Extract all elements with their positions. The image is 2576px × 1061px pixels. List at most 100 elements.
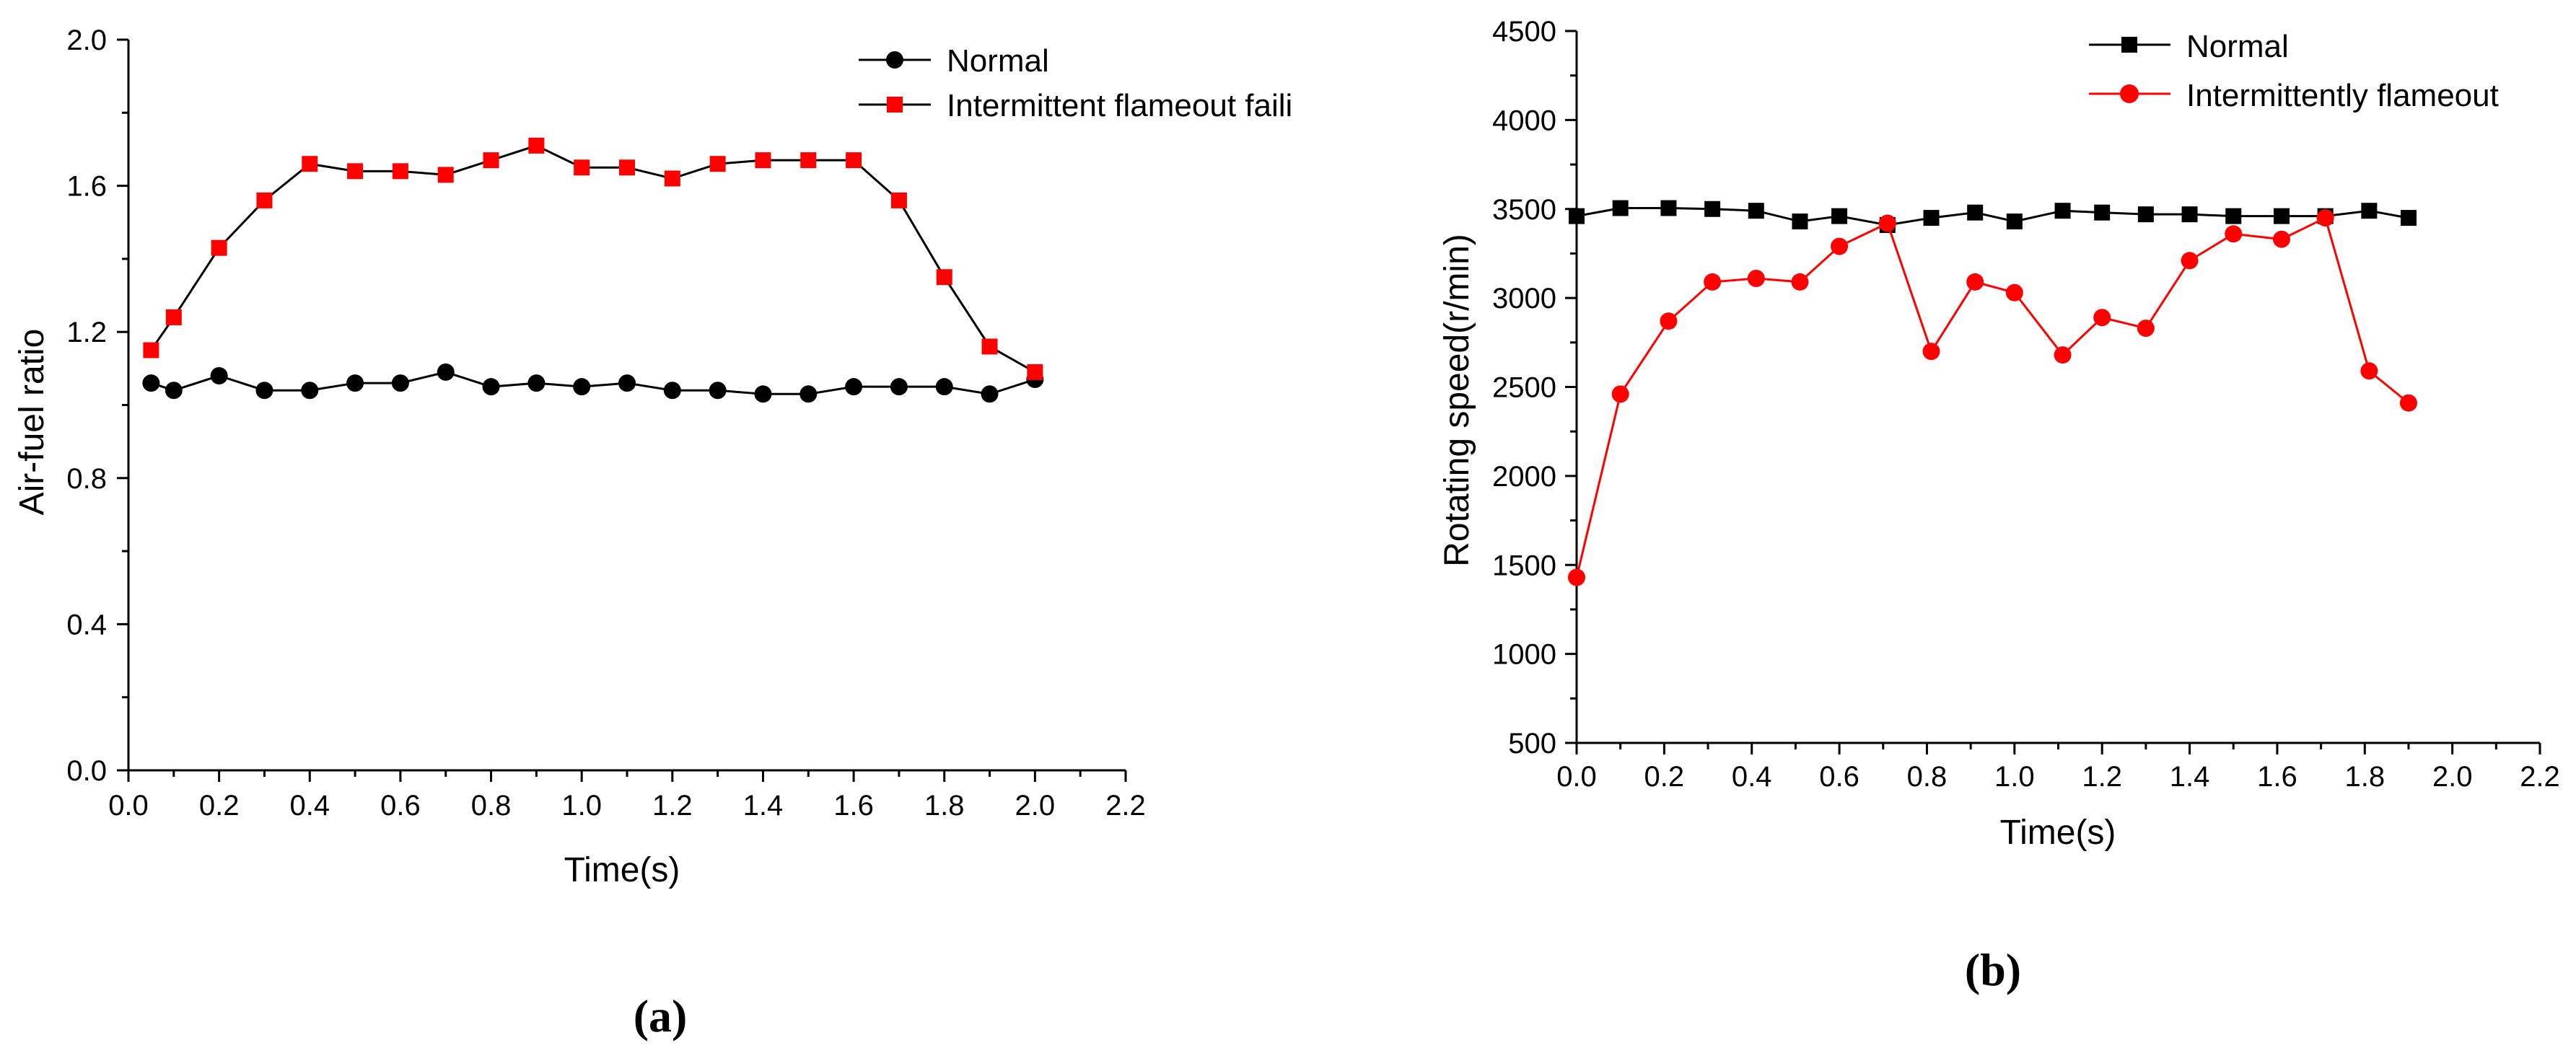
data-point xyxy=(1612,200,1629,216)
data-point xyxy=(1660,200,1677,216)
data-point xyxy=(2005,283,2023,301)
x-tick-label: 0.6 xyxy=(1819,761,1859,793)
data-point xyxy=(211,239,227,256)
y-tick-label: 3000 xyxy=(1492,283,1556,314)
data-point xyxy=(301,382,319,400)
chart-a-ticks: 0.0 0.2 0.4 0.6 0.8 1.0 1.2 1.4 1.6 1.8 2.0 2.2 0.0 0… xyxy=(66,25,1145,822)
data-point xyxy=(2399,394,2417,412)
data-point xyxy=(2006,213,2023,230)
data-point xyxy=(1922,343,1940,361)
data-point xyxy=(2054,203,2071,219)
data-point xyxy=(1966,273,1984,291)
data-point xyxy=(1831,237,1849,255)
x-tick-label: 1.2 xyxy=(652,790,693,822)
y-tick-label: 1000 xyxy=(1492,639,1556,671)
data-point xyxy=(799,385,818,403)
y-tick-label: 2.0 xyxy=(66,25,107,56)
legend-b-normal-label: Normal xyxy=(2186,29,2289,64)
data-point xyxy=(1568,568,1585,586)
data-point xyxy=(346,374,364,392)
data-point xyxy=(845,378,863,396)
x-tick-label: 1.4 xyxy=(2170,761,2210,793)
y-tick-label: 2000 xyxy=(1492,461,1556,493)
x-tick-label: 0.8 xyxy=(1907,761,1948,793)
data-point xyxy=(528,137,545,154)
panel-a-caption: (a) xyxy=(634,990,688,1042)
data-point xyxy=(437,167,454,183)
y-tick-label: 0.4 xyxy=(66,609,107,640)
data-point xyxy=(574,159,590,176)
data-point xyxy=(890,378,908,396)
x-tick-label: 1.2 xyxy=(2082,761,2122,793)
x-tick-label: 0.0 xyxy=(108,790,149,822)
x-tick-label: 0.8 xyxy=(471,790,512,822)
data-point xyxy=(2137,320,2155,338)
x-tick-label: 2.0 xyxy=(1015,790,1056,822)
y-tick-label: 1500 xyxy=(1492,550,1556,581)
chart-a-ylabel: Air-fuel ratio xyxy=(13,329,51,516)
y-tick-label: 0.8 xyxy=(66,463,107,495)
chart-a-legend: Normal Intermittent flameout faili xyxy=(859,43,1292,123)
x-tick-label: 1.8 xyxy=(2344,761,2385,793)
x-tick-label: 0.6 xyxy=(380,790,421,822)
data-point xyxy=(1878,214,1896,232)
y-tick-label: 1.6 xyxy=(66,171,107,203)
data-point xyxy=(618,374,636,392)
x-tick-label: 2.0 xyxy=(2432,761,2473,793)
series-line-intermittent-flameout-faili xyxy=(150,144,1036,374)
data-point xyxy=(1704,201,1721,217)
data-point xyxy=(392,163,408,180)
x-tick-label: 1.0 xyxy=(561,790,602,822)
data-point xyxy=(2181,206,2198,223)
chart-b-legend: Normal Intermittently flameout xyxy=(2089,29,2499,113)
y-tick-label: 500 xyxy=(1508,728,1556,760)
chart-a-xlabel: Time(s) xyxy=(564,851,680,889)
data-point xyxy=(255,382,273,400)
data-point xyxy=(981,385,999,403)
data-point xyxy=(527,374,546,392)
data-point xyxy=(2361,203,2378,219)
x-tick-label: 0.2 xyxy=(199,790,240,822)
y-tick-label: 1.2 xyxy=(66,317,107,348)
data-point xyxy=(755,152,771,169)
x-tick-label: 1.6 xyxy=(833,790,874,822)
chart-panel-a: 0.0 0.2 0.4 0.6 0.8 1.0 1.2 1.4 1.6 1.8 2.0 2.2 0.0 0… xyxy=(13,25,1292,1042)
data-point xyxy=(935,378,953,396)
data-point xyxy=(890,192,907,208)
data-point xyxy=(981,338,998,355)
data-point xyxy=(1748,203,1764,219)
legend-a-flameout-label: Intermittent flameout faili xyxy=(947,88,1292,123)
data-point xyxy=(2093,309,2111,327)
legend-b-flameout-marker xyxy=(2120,84,2139,103)
data-point xyxy=(2181,252,2199,270)
data-point xyxy=(165,382,183,400)
x-tick-label: 1.4 xyxy=(743,790,784,822)
x-tick-label: 1.8 xyxy=(924,790,965,822)
data-point xyxy=(2225,208,2242,224)
data-point xyxy=(2225,225,2243,243)
series-line-intermittently-flameout xyxy=(1575,216,2409,578)
data-point xyxy=(709,382,727,400)
data-point xyxy=(1831,208,1848,224)
data-point xyxy=(1569,208,1585,224)
data-point xyxy=(482,378,500,396)
data-point xyxy=(936,269,952,286)
data-point xyxy=(302,156,318,172)
x-tick-label: 1.6 xyxy=(2257,761,2297,793)
data-point xyxy=(846,152,862,169)
data-point xyxy=(143,342,159,358)
chart-a-series xyxy=(142,137,1044,403)
data-point xyxy=(483,152,499,169)
chart-b-series xyxy=(1568,200,2417,586)
x-tick-label: 2.2 xyxy=(1105,790,1146,822)
y-tick-label: 4000 xyxy=(1492,105,1556,136)
x-tick-label: 0.4 xyxy=(289,790,330,822)
legend-a-normal-marker xyxy=(886,51,903,69)
data-point xyxy=(1792,213,1808,230)
data-point xyxy=(1923,210,1940,226)
y-tick-label: 0.0 xyxy=(66,755,107,787)
data-point xyxy=(754,385,772,403)
chart-b-ylabel: Rotating speed(r/min) xyxy=(1438,234,1476,567)
data-point xyxy=(391,374,409,392)
x-tick-label: 0.4 xyxy=(1732,761,1772,793)
